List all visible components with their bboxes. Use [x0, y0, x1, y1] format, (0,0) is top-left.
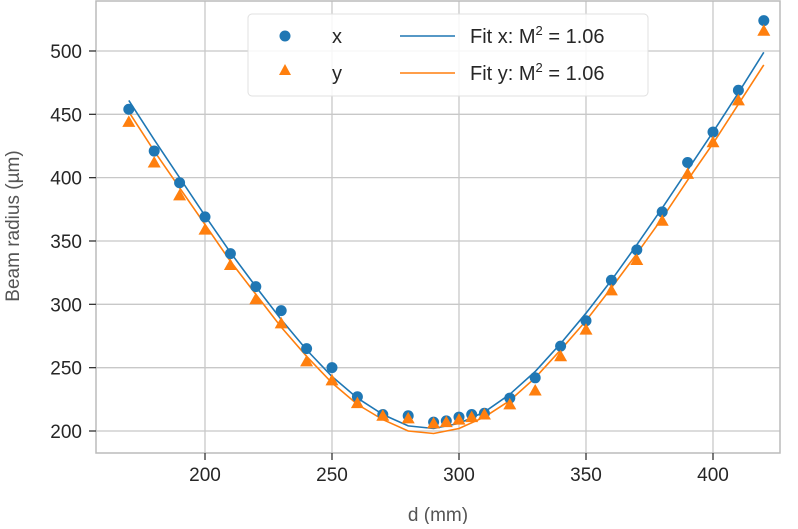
point-x [732, 84, 744, 96]
point-x [326, 362, 338, 374]
y-tick-label: 450 [50, 105, 82, 126]
point-y [655, 214, 669, 226]
fit-y-suffix: = 1.06 [543, 63, 605, 85]
y-tick-label: 200 [50, 422, 82, 443]
fit-x-prefix: Fit x: M [470, 26, 536, 48]
y-tick-label: 300 [50, 295, 82, 316]
point-y [731, 93, 745, 106]
point-y [249, 292, 263, 305]
point-y [757, 24, 771, 36]
point-y [604, 283, 618, 296]
point-y [223, 258, 237, 271]
point-y [325, 373, 339, 386]
legend-marker-x [279, 30, 291, 42]
plot-frame [95, 0, 781, 454]
point-x [605, 274, 617, 286]
x-tick-label: 400 [697, 465, 729, 486]
legend-label-fit-y: Fit y: M2 = 1.06 [470, 60, 605, 85]
fit-x-sup: 2 [536, 23, 543, 38]
y-tick-label: 500 [50, 42, 82, 63]
point-y [681, 167, 695, 179]
point-y [350, 396, 364, 409]
x-tick-label: 250 [316, 465, 348, 486]
legend: x y Fit x: M2 = 1.06 Fit y: M2 = 1.06 [247, 13, 649, 97]
y-tick-label: 400 [50, 169, 82, 190]
point-y [198, 223, 212, 235]
legend-box [247, 13, 649, 97]
point-x [275, 305, 287, 317]
y-tick-label: 350 [50, 232, 82, 253]
point-y [122, 115, 136, 127]
fit-y-prefix: Fit y: M [470, 63, 536, 85]
point-y [401, 411, 415, 424]
point-y [477, 408, 491, 420]
x-axis-label: d (mm) [408, 505, 468, 524]
point-y [452, 413, 466, 425]
point-x [707, 126, 719, 138]
legend-label-y: y [332, 63, 342, 85]
point-y [376, 409, 390, 421]
point-x [580, 315, 592, 327]
point-x [224, 248, 236, 260]
point-y [465, 410, 479, 423]
point-y [300, 354, 314, 367]
x-tick-label: 300 [443, 465, 475, 486]
point-x [529, 372, 541, 384]
legend-label-fit-x: Fit x: M2 = 1.06 [470, 23, 605, 48]
point-x [555, 340, 567, 352]
fit-x-suffix: = 1.06 [543, 26, 605, 48]
point-y [439, 415, 453, 428]
legend-marker-y [279, 64, 291, 75]
point-x [250, 281, 262, 293]
y-tick-label: 250 [50, 359, 82, 380]
fit-curves [128, 51, 765, 435]
point-x [199, 211, 211, 223]
point-y [554, 349, 568, 362]
x-tick-label: 350 [570, 465, 602, 486]
fit-y-sup: 2 [536, 60, 543, 75]
point-y [503, 397, 517, 410]
point-x [123, 103, 135, 115]
legend-label-x: x [332, 26, 342, 48]
point-x [631, 244, 643, 256]
point-y [147, 155, 161, 168]
point-y [630, 253, 644, 265]
fit-curve-y [128, 64, 765, 435]
point-y [427, 416, 441, 429]
point-x [148, 145, 160, 157]
point-y [173, 188, 187, 201]
point-y [528, 383, 542, 396]
point-y [579, 323, 593, 335]
point-x [656, 206, 668, 218]
point-x [174, 177, 186, 189]
point-y [274, 316, 288, 329]
point-x [301, 343, 313, 355]
tick-labels: 200 250 300 350 400 200 250 300 350 400 450 500 [50, 42, 729, 486]
x-tick-label: 200 [189, 465, 221, 486]
data-points [122, 15, 771, 429]
point-y [706, 135, 720, 148]
point-x [758, 15, 770, 27]
point-x [682, 156, 694, 168]
y-axis-label: Beam radius (µm) [3, 150, 24, 301]
